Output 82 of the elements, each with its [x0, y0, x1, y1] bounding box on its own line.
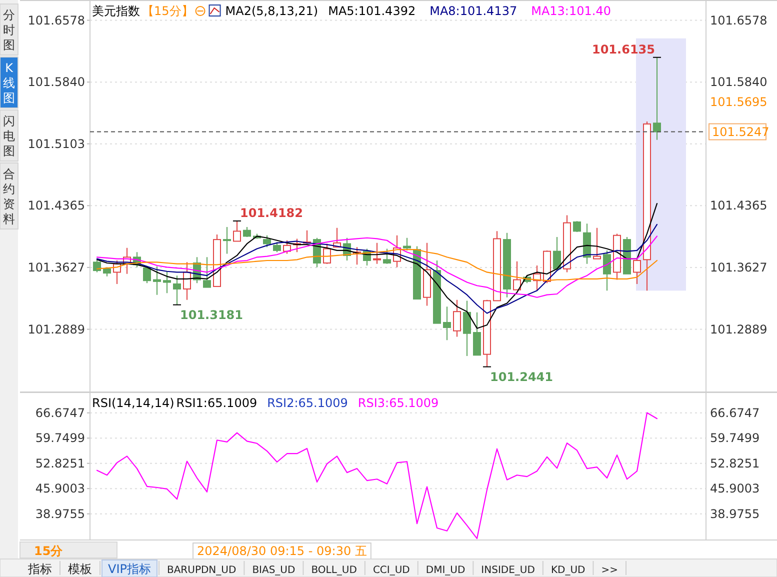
y2-tick-label: 101.6578	[710, 13, 768, 28]
text: >>	[601, 565, 618, 576]
candlestick	[463, 300, 471, 356]
y-tick-label: 66.6747	[35, 406, 85, 420]
text: 15分	[34, 544, 64, 558]
line-series	[96, 236, 658, 298]
candlestick	[153, 266, 161, 296]
candlestick	[443, 306, 451, 341]
candlestick	[233, 220, 241, 242]
y2-tick-label: 66.6747	[710, 406, 760, 420]
annotation: 101.2441	[490, 370, 554, 384]
y2-tick-label: 101.4365	[710, 198, 768, 213]
y2-tick-label: 101.2889	[710, 322, 768, 336]
y2-tick-label: 45.9003	[710, 482, 760, 496]
text: MA8:101.4137	[430, 4, 518, 18]
y-tick-label: 101.4365	[28, 198, 85, 213]
candlestick	[273, 242, 281, 253]
text: 合约资料	[3, 167, 15, 226]
text: MA13:101.40	[531, 4, 611, 18]
y-tick-label: 45.9003	[35, 482, 85, 496]
y2-tick-label: 52.8251	[710, 456, 760, 470]
y-tick-label: 38.9755	[35, 506, 85, 521]
legend-title: MA2(5,8,13,21)	[225, 4, 318, 18]
annotation: 101.4182	[240, 206, 304, 220]
text: 指标	[27, 562, 52, 576]
text: VIP指标	[108, 562, 151, 576]
candlestick	[383, 248, 391, 264]
text: K线图	[3, 61, 15, 105]
y-tick-label: 59.7499	[35, 431, 85, 446]
candlestick	[593, 227, 601, 260]
text: MA5:101.4392	[328, 4, 416, 18]
text: CCI_UD	[372, 565, 410, 576]
annotation: RSI1:65.1009	[176, 396, 258, 410]
candlestick	[573, 220, 581, 233]
candlestick	[203, 256, 211, 288]
candlestick	[163, 270, 171, 294]
y-tick-label: 101.6578	[28, 13, 85, 28]
candlestick	[173, 275, 181, 306]
text: 分时图	[3, 8, 15, 52]
line-series	[96, 412, 658, 540]
candlestick	[513, 260, 521, 290]
candlestick	[103, 266, 111, 277]
y-tick-label: 101.3627	[28, 260, 85, 274]
candlestick	[283, 240, 291, 254]
chart-title: RSI(14,14,14)	[92, 396, 174, 410]
candlestick	[473, 312, 481, 356]
y-tick-label: 52.8251	[35, 456, 85, 470]
candlestick	[453, 299, 461, 338]
candlestick	[553, 236, 561, 272]
candlestick	[243, 226, 251, 238]
y2-tick-label: 38.9755	[710, 506, 760, 521]
y-tick-label: 101.5103	[28, 136, 85, 151]
chart-title: 美元指数	[92, 4, 140, 18]
chart-subtitle: 【15分】	[142, 4, 194, 18]
x-axis-title: 2024/08/30 09:15 - 09:30 五	[197, 544, 367, 558]
text: DMI_UD	[426, 565, 466, 576]
text: 闪电图	[3, 114, 15, 158]
annotation: 101.3181	[180, 308, 244, 322]
annotation: 101.6135	[592, 42, 655, 56]
candlestick	[93, 259, 101, 273]
candlestick	[603, 250, 611, 292]
candlestick	[373, 242, 381, 264]
text: RSI3:65.1009	[358, 396, 439, 410]
y-tick-label: 101.2889	[28, 322, 85, 336]
candlestick	[323, 243, 331, 264]
y2-tick-label: 101.5840	[710, 75, 768, 90]
candlestick	[403, 237, 411, 251]
text: 101.5695	[710, 95, 768, 110]
y-tick-label: 101.5840	[28, 75, 85, 90]
text: BIAS_UD	[252, 565, 296, 576]
text: BARUPDN_UD	[166, 565, 236, 576]
y2-tick-label: 101.3627	[710, 260, 768, 274]
candlestick	[633, 258, 641, 284]
text: BOLL_UD	[311, 565, 358, 576]
candlestick	[653, 56, 661, 140]
y2-tick-label: 59.7499	[710, 431, 760, 446]
text: INSIDE_UD	[481, 565, 536, 576]
text: KD_UD	[550, 565, 586, 576]
annotation: RSI2:65.1009	[267, 396, 348, 410]
candlestick	[263, 234, 271, 248]
text: 模板	[68, 562, 92, 576]
candlestick	[223, 226, 231, 254]
